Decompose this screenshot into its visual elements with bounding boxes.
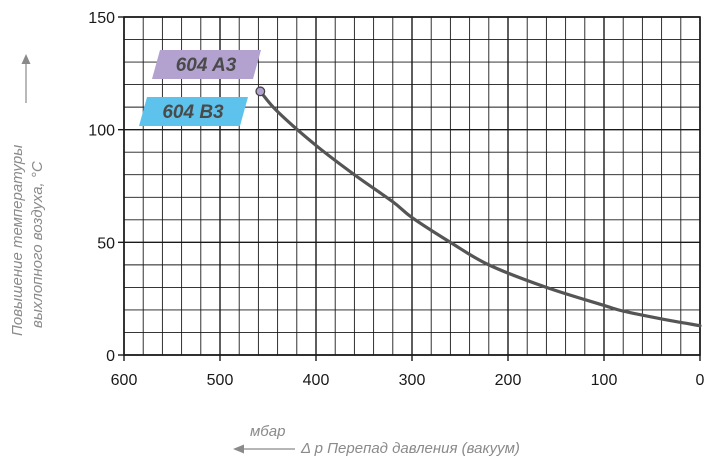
label-604-a3-text: 604 A3 bbox=[176, 55, 237, 76]
y-axis-title-line2: выхлопного воздуха, °C bbox=[29, 161, 46, 328]
x-axis-arrow-head bbox=[233, 444, 244, 454]
x-tick-label: 500 bbox=[207, 372, 234, 389]
y-axis-title: Повышение температуры выхлопного воздуха… bbox=[9, 54, 46, 336]
x-axis-title-text: Δ p Перепад давления (вакуум) bbox=[300, 440, 520, 457]
label-604-b3-text: 604 B3 bbox=[162, 102, 224, 123]
x-axis-unit: мбар bbox=[250, 423, 285, 440]
y-axis-title-line1: Повышение температуры bbox=[9, 145, 26, 336]
y-tick-label: 50 bbox=[97, 235, 115, 252]
x-tick-label: 300 bbox=[399, 372, 426, 389]
y-tick-label: 100 bbox=[88, 123, 115, 140]
x-tick-label: 400 bbox=[303, 372, 330, 389]
x-axis-title: мбар Δ p Перепад давления (вакуум) bbox=[233, 423, 520, 457]
y-tick-labels: 0 50 100 150 bbox=[88, 10, 124, 365]
y-tick-label: 0 bbox=[106, 348, 115, 365]
y-tick-label: 150 bbox=[88, 10, 115, 27]
x-tick-label: 600 bbox=[111, 372, 138, 389]
label-604-b3-background bbox=[139, 97, 248, 126]
y-axis-arrow-head bbox=[21, 54, 31, 64]
series-start-point bbox=[255, 86, 266, 97]
label-604-a3: 604 A3 bbox=[152, 50, 261, 79]
label-604-a3-background bbox=[152, 50, 261, 79]
label-604-b3: 604 B3 bbox=[139, 97, 248, 126]
x-tick-label: 200 bbox=[495, 372, 522, 389]
x-tick-label: 100 bbox=[591, 372, 618, 389]
x-tick-label: 0 bbox=[696, 372, 705, 389]
series-line bbox=[258, 89, 702, 328]
x-tick-labels: 600 500 400 300 200 100 0 bbox=[111, 355, 705, 389]
